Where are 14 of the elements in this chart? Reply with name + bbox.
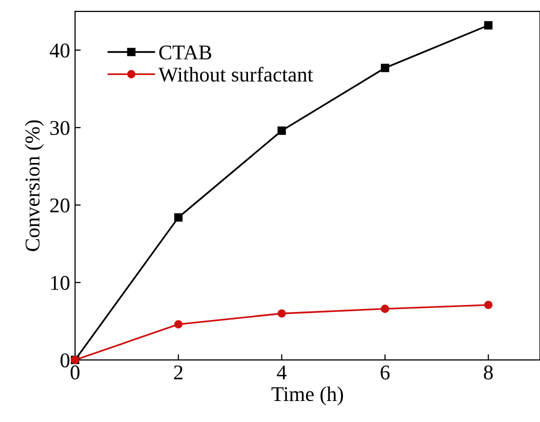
y-axis-title: Conversion (%) xyxy=(24,120,44,252)
y-tick-label: 30 xyxy=(50,120,70,136)
x-tick-label: 6 xyxy=(380,365,390,380)
x-tick-label: 2 xyxy=(174,365,182,380)
y-tick-label: 0 xyxy=(60,353,70,368)
x-tick-label: 8 xyxy=(484,365,493,380)
x-tick-label: 0 xyxy=(70,365,80,380)
y-tick-label: 20 xyxy=(50,198,70,212)
x-axis-title: Time (h) xyxy=(272,386,343,406)
y-tick-label: 40 xyxy=(50,44,70,58)
y-tick-label: 10 xyxy=(51,276,70,290)
x-tick-label: 4 xyxy=(276,366,287,380)
legend-label: CTAB xyxy=(159,46,212,60)
legend-label: Without surfactant xyxy=(158,66,314,82)
